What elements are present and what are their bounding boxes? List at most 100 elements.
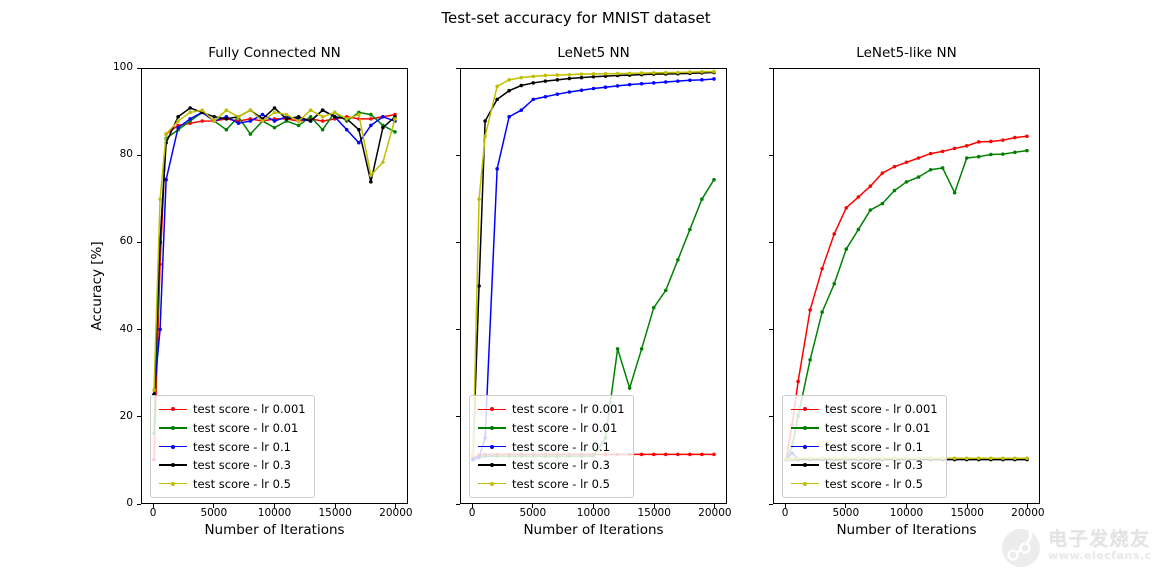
legend-line-marker-icon — [478, 404, 506, 414]
data-point-marker — [796, 379, 800, 384]
data-point-marker — [495, 167, 499, 171]
data-point-marker — [952, 456, 957, 461]
x-tick-mark — [966, 504, 968, 508]
data-point-marker — [381, 114, 385, 119]
data-point-marker — [603, 71, 608, 76]
data-point-marker — [989, 152, 993, 157]
data-point-marker — [832, 232, 837, 236]
watermark-text: 电子发烧友 www.elecfans.com — [1048, 529, 1152, 562]
data-point-marker — [495, 97, 499, 102]
legend-line-marker-icon — [791, 460, 819, 470]
legend-entry: test score - lr 0.01 — [478, 419, 625, 438]
legend-label: test score - lr 0.3 — [193, 458, 291, 473]
data-point-marker — [904, 180, 909, 184]
data-point-marker — [477, 284, 481, 288]
data-point-marker — [188, 110, 192, 115]
legend-entry: test score - lr 0.5 — [791, 474, 938, 493]
data-point-marker — [615, 84, 620, 88]
data-point-marker — [627, 82, 632, 87]
legend-entry: test score - lr 0.3 — [791, 456, 938, 475]
series-plot — [471, 69, 716, 462]
y-tick-mark — [769, 329, 773, 331]
legend-label: test score - lr 0.01 — [512, 420, 618, 435]
legend-label: test score - lr 0.3 — [825, 458, 923, 473]
series-line-test-score-lr-0.1 — [472, 78, 715, 461]
y-tick-mark — [769, 503, 773, 505]
legend-label: test score - lr 0.001 — [193, 402, 306, 417]
y-tick-label-40: 40 — [119, 322, 133, 335]
data-point-marker — [916, 156, 921, 160]
x-tick-label-5000: 5000 — [200, 507, 228, 519]
x-tick-label-0: 0 — [149, 507, 157, 519]
data-point-marker — [700, 78, 704, 82]
series-line-test-score-lr-0.001 — [785, 135, 1028, 460]
legend-label: test score - lr 0.01 — [193, 420, 299, 435]
x-tick-label-10000: 10000 — [257, 507, 292, 519]
legend-label: test score - lr 0.5 — [825, 476, 923, 491]
legend-label: test score - lr 0.001 — [512, 402, 625, 417]
data-point-marker — [1013, 150, 1017, 155]
x-tick-label-0: 0 — [468, 507, 476, 519]
y-tick-label-20: 20 — [119, 409, 133, 422]
legend-entry: test score - lr 0.5 — [478, 474, 625, 493]
data-point-marker — [567, 72, 572, 77]
data-point-marker — [284, 117, 289, 121]
data-point-marker — [976, 456, 981, 461]
legend-label: test score - lr 0.1 — [512, 439, 610, 454]
subplot-title: LeNet5-like NN — [856, 45, 957, 61]
data-point-marker — [639, 452, 644, 457]
data-point-marker — [688, 452, 692, 457]
data-point-marker — [344, 117, 349, 121]
legend-line-marker-icon — [159, 404, 187, 414]
data-point-marker — [989, 139, 993, 144]
data-point-marker — [308, 108, 313, 113]
legend-line-marker-icon — [159, 423, 187, 433]
data-point-marker — [700, 197, 704, 201]
data-point-marker — [591, 72, 596, 76]
data-point-marker — [808, 357, 812, 362]
data-point-marker — [808, 308, 812, 312]
data-point-marker — [224, 117, 229, 121]
data-point-marker — [868, 208, 873, 212]
legend-line-marker-icon — [791, 442, 819, 452]
x-tick-mark — [471, 504, 473, 508]
y-tick-mark — [769, 241, 773, 243]
data-point-marker — [868, 184, 873, 188]
data-point-marker — [357, 127, 361, 132]
elecfans-logo-icon — [1002, 523, 1043, 567]
data-point-marker — [176, 119, 180, 123]
data-point-marker — [369, 117, 373, 121]
data-point-marker — [663, 288, 668, 293]
y-tick-mark — [769, 154, 773, 156]
data-point-marker — [320, 114, 325, 119]
y-tick-mark — [456, 329, 460, 331]
legend-label: test score - lr 0.001 — [825, 402, 938, 417]
legend-line-marker-icon — [791, 423, 819, 433]
legend-label: test score - lr 0.5 — [193, 476, 291, 491]
legend-entry: test score - lr 0.001 — [159, 400, 306, 419]
x-tick-label-10000: 10000 — [889, 507, 924, 519]
data-point-marker — [507, 88, 511, 93]
data-point-marker — [164, 177, 168, 182]
data-point-marker — [369, 123, 373, 128]
data-point-marker — [663, 70, 668, 75]
data-point-marker — [224, 127, 229, 132]
legend-line-marker-icon — [159, 479, 187, 489]
y-tick-mark — [137, 154, 141, 156]
legend-line-marker-icon — [791, 404, 819, 414]
data-point-marker — [880, 201, 885, 206]
data-point-marker — [688, 70, 692, 74]
data-point-marker — [663, 80, 668, 84]
data-point-marker — [1013, 135, 1017, 140]
y-tick-mark — [137, 241, 141, 243]
data-point-marker — [357, 112, 361, 117]
subplot-lenet5-like-nn: LeNet5-like NN test score - lr 0.001 test… — [769, 0, 1045, 576]
plot-area: test score - lr 0.001 test score - lr 0.0… — [773, 68, 1040, 504]
data-point-marker — [176, 114, 180, 119]
data-point-marker — [976, 154, 981, 159]
data-point-marker — [591, 86, 596, 91]
data-point-marker — [344, 127, 349, 132]
data-point-marker — [1025, 456, 1029, 461]
legend-entry: test score - lr 0.001 — [791, 400, 938, 419]
data-point-marker — [916, 175, 921, 179]
